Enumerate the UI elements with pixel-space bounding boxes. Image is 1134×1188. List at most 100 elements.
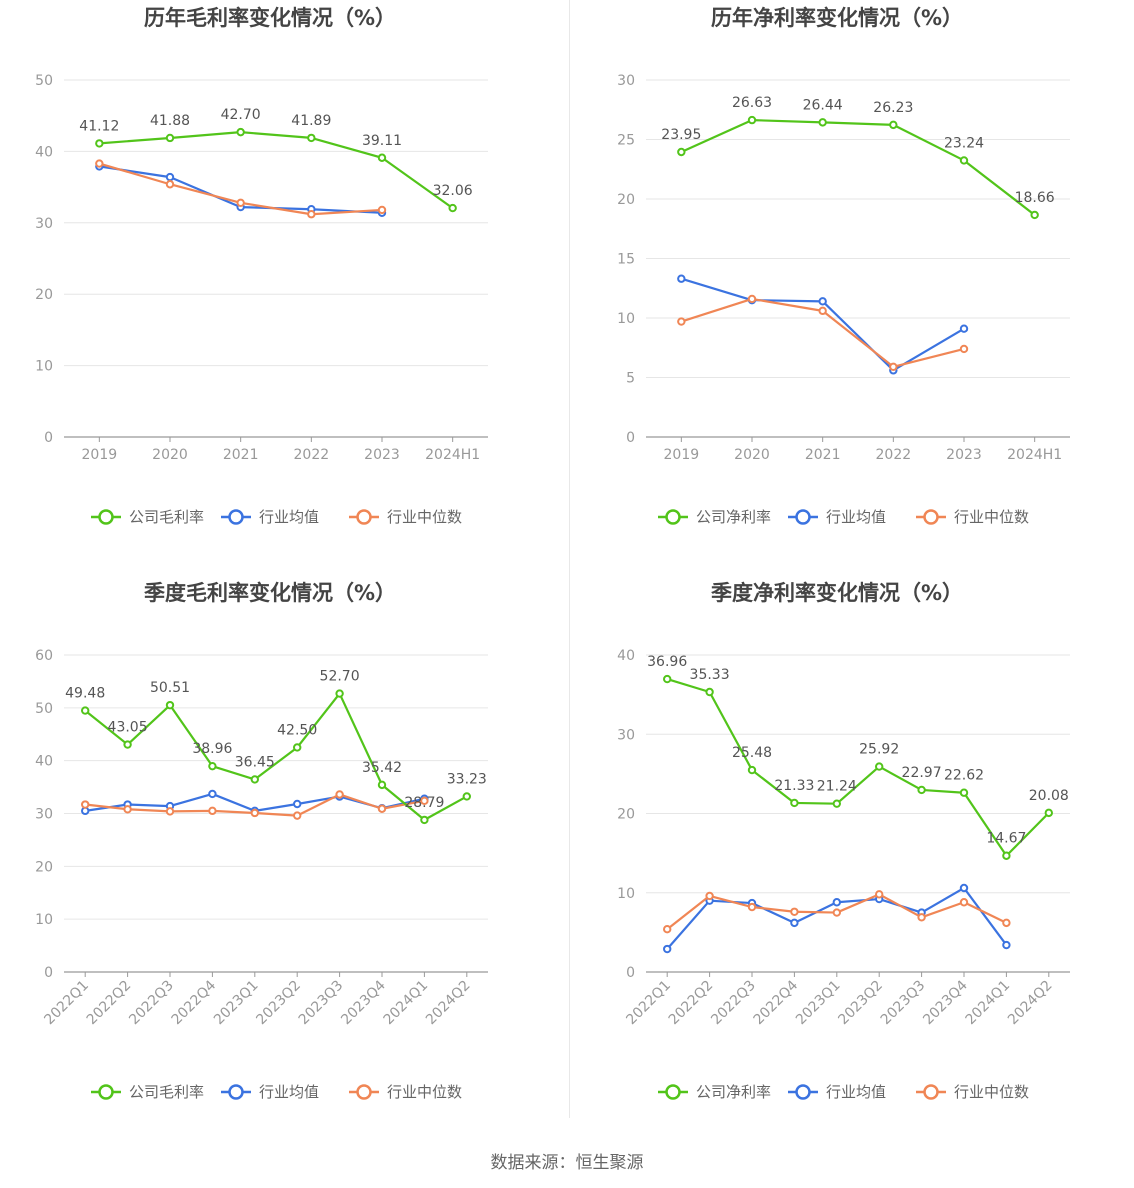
x-tick-label: 2023Q2 bbox=[253, 978, 304, 1029]
data-label: 20.08 bbox=[1029, 788, 1069, 804]
panel-divider bbox=[569, 0, 570, 1118]
legend-marker-avg bbox=[795, 1084, 811, 1100]
legend-label-company[interactable]: 公司净利率 bbox=[696, 1083, 771, 1101]
data-source-label: 数据来源：恒生聚源 bbox=[490, 1153, 644, 1173]
x-tick-label: 2024Q1 bbox=[963, 978, 1014, 1029]
legend-label-avg[interactable]: 行业均值 bbox=[826, 508, 886, 526]
legend-label-median[interactable]: 行业中位数 bbox=[954, 508, 1029, 526]
data-label: 23.95 bbox=[661, 127, 701, 143]
x-tick-label: 2022Q1 bbox=[623, 978, 674, 1029]
data-point-median bbox=[81, 800, 90, 809]
x-tick-label: 2023Q4 bbox=[920, 977, 971, 1028]
data-point-company bbox=[1030, 210, 1039, 220]
data-label: 22.62 bbox=[944, 768, 984, 784]
data-point-company bbox=[420, 815, 429, 825]
x-tick-label: 2023 bbox=[364, 447, 400, 463]
data-point-company bbox=[335, 689, 344, 698]
series-line-company bbox=[680, 119, 1036, 216]
legend-label-median[interactable]: 行业中位数 bbox=[387, 1083, 462, 1101]
x-tick-label: 2022 bbox=[294, 447, 330, 463]
legend-marker-avg bbox=[795, 509, 811, 525]
y-tick-label: 20 bbox=[35, 859, 53, 875]
data-point-company bbox=[165, 700, 175, 710]
x-tick-label: 2023Q3 bbox=[878, 978, 929, 1029]
x-tick-label: 2022Q2 bbox=[666, 978, 717, 1029]
legend-label-avg[interactable]: 行业均值 bbox=[259, 1083, 319, 1101]
data-point-company bbox=[165, 133, 175, 143]
y-tick-label: 30 bbox=[617, 727, 635, 743]
y-tick-label: 50 bbox=[35, 701, 53, 717]
data-point-company bbox=[1044, 808, 1053, 818]
y-tick-label: 10 bbox=[617, 311, 635, 327]
data-point-median bbox=[663, 925, 672, 934]
legend-label-company[interactable]: 公司毛利率 bbox=[129, 508, 204, 526]
x-tick-label: 2024H1 bbox=[1007, 447, 1062, 463]
data-label: 39.11 bbox=[362, 133, 402, 149]
legend-marker-avg bbox=[228, 1084, 244, 1100]
data-label: 35.33 bbox=[690, 667, 730, 683]
data-point-company bbox=[123, 740, 132, 749]
x-tick-label: 2020 bbox=[152, 447, 188, 463]
legend-marker-avg bbox=[228, 509, 244, 525]
y-tick-label: 30 bbox=[617, 73, 635, 89]
data-label: 33.23 bbox=[447, 771, 487, 787]
data-label: 35.42 bbox=[362, 760, 402, 776]
y-tick-label: 30 bbox=[35, 807, 53, 823]
x-tick-label: 2022Q1 bbox=[41, 978, 92, 1029]
x-tick-label: 2019 bbox=[664, 447, 700, 463]
y-tick-label: 40 bbox=[617, 648, 635, 664]
data-point-median bbox=[705, 891, 714, 901]
data-point-company bbox=[889, 120, 898, 130]
x-tick-label: 2022Q4 bbox=[751, 977, 802, 1028]
data-point-company bbox=[875, 762, 884, 771]
data-label: 41.88 bbox=[150, 113, 190, 129]
legend-marker-median bbox=[923, 1084, 939, 1100]
x-tick-label: 2021 bbox=[223, 447, 259, 463]
data-point-median bbox=[917, 913, 926, 922]
y-tick-label: 50 bbox=[35, 73, 53, 89]
legend-marker-company bbox=[665, 1084, 681, 1100]
x-tick-label: 2020 bbox=[734, 447, 770, 463]
data-label: 25.48 bbox=[732, 745, 772, 761]
data-point-company bbox=[250, 775, 260, 784]
data-point-company bbox=[747, 115, 757, 125]
data-point-avg bbox=[663, 944, 672, 954]
x-tick-label: 2024Q1 bbox=[381, 978, 432, 1029]
data-point-company bbox=[677, 147, 686, 157]
data-point-median bbox=[236, 198, 245, 208]
x-tick-label: 2023Q1 bbox=[211, 978, 262, 1029]
chart-panel-quarterly-net-margin: 季度净利率变化情况（%） 0 10 20 30 40 2022Q1 2022Q2 2022Q3 2… bbox=[567, 575, 1134, 1145]
data-point-median bbox=[250, 808, 260, 818]
legend-label-company[interactable]: 公司净利率 bbox=[696, 508, 771, 526]
data-point-median bbox=[307, 210, 316, 219]
data-point-company bbox=[663, 674, 672, 684]
data-point-median bbox=[208, 806, 217, 816]
data-label: 26.44 bbox=[803, 97, 843, 113]
chart-title: 历年毛利率变化情况（%） bbox=[144, 6, 396, 30]
y-tick-label: 10 bbox=[35, 912, 53, 928]
data-label: 18.66 bbox=[1015, 190, 1055, 206]
data-point-avg bbox=[959, 324, 969, 333]
legend-label-avg[interactable]: 行业均值 bbox=[826, 1083, 886, 1101]
data-point-avg bbox=[818, 297, 827, 306]
legend-label-avg[interactable]: 行业均值 bbox=[259, 508, 319, 526]
y-tick-label: 5 bbox=[626, 371, 635, 387]
data-point-median bbox=[165, 807, 175, 816]
data-label: 38.96 bbox=[192, 741, 232, 757]
y-tick-label: 40 bbox=[35, 754, 53, 770]
legend-label-company[interactable]: 公司毛利率 bbox=[129, 1083, 204, 1101]
legend-marker-median bbox=[923, 509, 939, 525]
data-point-company bbox=[377, 780, 387, 790]
chart-quarterly-net-margin: 季度净利率变化情况（%）0102030402022Q12022Q22022Q32… bbox=[617, 581, 1070, 1101]
data-point-company bbox=[705, 687, 714, 697]
y-tick-label: 20 bbox=[617, 807, 635, 823]
data-point-company bbox=[95, 139, 104, 148]
y-tick-label: 0 bbox=[626, 430, 635, 446]
data-point-company bbox=[293, 743, 302, 752]
legend-label-median[interactable]: 行业中位数 bbox=[387, 508, 462, 526]
x-tick-label: 2021 bbox=[805, 447, 841, 463]
legend-label-median[interactable]: 行业中位数 bbox=[954, 1083, 1029, 1101]
data-point-median bbox=[1002, 918, 1011, 928]
data-point-median bbox=[377, 804, 387, 813]
data-point-median bbox=[420, 796, 429, 806]
